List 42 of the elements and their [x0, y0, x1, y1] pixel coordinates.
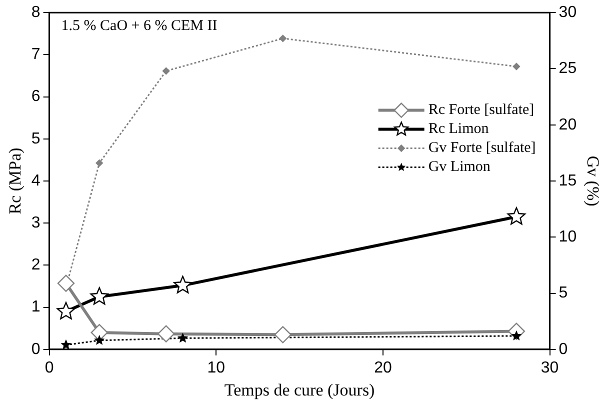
point	[507, 207, 526, 225]
y-tick-label: 2	[31, 256, 40, 274]
point	[174, 276, 192, 294]
point	[62, 340, 70, 349]
y-tick-label: 5	[31, 130, 40, 148]
y2-axis-title: Gv (%)	[583, 156, 602, 206]
point	[274, 326, 292, 344]
annotation: 1.5 % CaO + 6 % CEM II	[61, 18, 218, 34]
legend-label: Gv Limon	[428, 159, 491, 176]
point	[178, 334, 188, 342]
y-tick-label: 6	[31, 88, 40, 106]
y2-tick-label: 0	[558, 340, 568, 358]
y2-tick-label: 15	[558, 172, 577, 190]
y2-tick-label: 25	[558, 60, 577, 78]
point	[90, 287, 109, 305]
legend-label: Rc Limon	[428, 121, 490, 138]
point	[94, 336, 104, 344]
x-tick-label: 30	[540, 359, 559, 376]
point	[57, 274, 75, 292]
x-tick-label: 20	[374, 359, 392, 376]
y2-tick-label: 30	[558, 4, 577, 22]
x-tick-label: 0	[44, 359, 54, 376]
point	[96, 159, 103, 167]
point	[162, 67, 170, 75]
point	[512, 62, 520, 70]
y-tick-label: 3	[31, 214, 40, 232]
y-axis-title: Rc (MPa)	[6, 148, 25, 214]
y2-tick-label: 5	[558, 284, 568, 302]
point	[279, 34, 286, 42]
x-axis-title: Temps de cure (Jours)	[224, 380, 375, 400]
y-tick-label: 7	[31, 46, 40, 64]
y2-tick-label: 20	[558, 116, 577, 134]
y2-tick-label: 10	[558, 228, 577, 246]
point	[56, 302, 76, 320]
legend-label: Rc Forte [sulfate]	[428, 102, 534, 118]
y-tick-label: 8	[31, 4, 40, 22]
point	[157, 325, 175, 342]
y-tick-label: 1	[31, 298, 40, 316]
y-tick-label: 4	[31, 172, 40, 190]
x-tick-label: 10	[207, 359, 226, 376]
legend-label: Gv Forte [sulfate]	[428, 140, 536, 156]
y-tick-label: 0	[31, 340, 40, 358]
